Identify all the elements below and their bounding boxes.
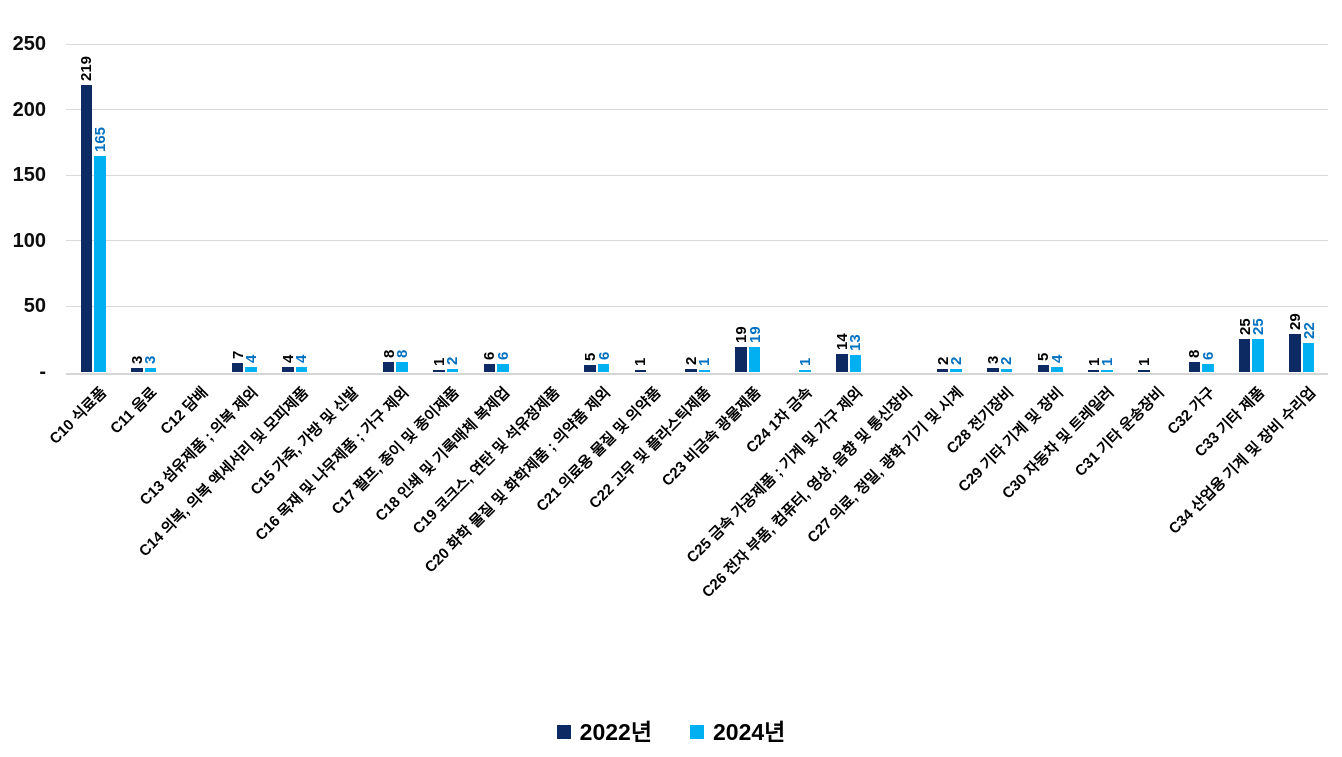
data-label-2024년-cat20: 1	[1099, 357, 1117, 366]
bar-2022년-cat0	[80, 85, 93, 372]
bar-2022년-cat10	[584, 365, 596, 372]
data-label-2024년-cat6: 8	[394, 349, 412, 358]
x-axis-label-cat1: C11 음료	[107, 384, 161, 438]
legend-label-2022: 2022년	[579, 719, 652, 745]
bar-2022년-cat11	[634, 370, 647, 372]
bar-2022년-cat15	[836, 354, 848, 372]
bar-2024년-cat20	[1101, 370, 1113, 372]
data-label-2024년-cat15: 13	[847, 334, 865, 351]
bar-2022년-cat13	[735, 347, 747, 372]
gridline-150	[66, 174, 1328, 176]
data-label-2024년-cat12: 1	[696, 357, 714, 366]
bar-2022년-cat7	[433, 370, 445, 372]
data-label-2022년-cat0: 219	[78, 55, 96, 81]
chart-legend: 2022년 2024년	[0, 718, 1342, 746]
gridline-200	[66, 109, 1328, 111]
data-label-2024년-cat19: 4	[1048, 354, 1066, 363]
bar-2022년-cat20	[1087, 370, 1100, 372]
bar-2022년-cat8	[483, 364, 496, 372]
bar-2022년-cat24	[1289, 334, 1301, 372]
y-axis-tick-200: 200	[12, 98, 46, 121]
bar-2024년-cat0	[94, 156, 106, 372]
data-label-2024년-cat17: 2	[948, 356, 966, 365]
bar-2024년-cat10	[597, 364, 610, 372]
data-label-2024년-cat10: 6	[595, 351, 613, 360]
data-label-2024년-cat1: 3	[142, 355, 160, 364]
legend-item-2024: 2024년	[690, 718, 785, 746]
y-axis-tick-250: 250	[12, 33, 46, 55]
bar-2024년-cat7	[446, 369, 459, 372]
bar-2022년-cat23	[1238, 339, 1251, 372]
x-axis-line	[66, 372, 1328, 375]
data-label-2024년-cat23: 25	[1250, 318, 1268, 335]
y-axis-tick-0: -	[39, 361, 46, 383]
bar-2022년-cat4	[282, 367, 294, 372]
bar-2022년-cat17	[936, 369, 949, 372]
y-axis-tick-100: 100	[12, 229, 46, 252]
legend-swatch-2022-icon	[556, 725, 571, 739]
bar-2022년-cat22	[1188, 362, 1201, 372]
bar-2024년-cat4	[295, 367, 308, 372]
bar-2024년-cat1	[144, 368, 157, 372]
bar-2024년-cat8	[497, 364, 509, 372]
legend-item-2022: 2022년	[556, 718, 652, 746]
bar-2022년-cat18	[987, 368, 999, 372]
bar-2024년-cat13	[748, 347, 761, 372]
data-label-2024년-cat7: 2	[444, 356, 462, 365]
x-axis-label-cat0: C10 식료품	[46, 384, 111, 448]
data-label-2024년-cat14: 1	[796, 357, 814, 366]
bar-2024년-cat15	[849, 355, 862, 372]
data-label-2022년-cat21: 1	[1135, 357, 1153, 366]
bar-2024년-cat22	[1202, 364, 1214, 372]
bar-2024년-cat24	[1302, 343, 1315, 372]
bar-2024년-cat12	[698, 370, 710, 372]
bar-2022년-cat6	[382, 362, 395, 372]
legend-label-2024: 2024년	[713, 719, 786, 745]
y-axis-tick-150: 150	[12, 164, 46, 187]
gridline-250	[66, 43, 1328, 45]
bar-2024년-cat14	[799, 370, 811, 372]
bar-2024년-cat18	[1000, 369, 1013, 372]
x-axis-label-cat10: C20 화학 물질 및 화학제품 ; 의약품 제외	[421, 384, 614, 577]
legend-swatch-2024-icon	[690, 725, 704, 739]
data-label-2024년-cat24: 22	[1300, 322, 1318, 339]
bar-2022년-cat21	[1138, 370, 1150, 372]
gridline-100	[66, 240, 1328, 242]
x-axis-label-cat21: C31 기타 운송장비	[1071, 384, 1168, 480]
data-label-2024년-cat13: 19	[746, 326, 764, 343]
data-label-2024년-cat4: 4	[293, 354, 311, 363]
bar-2024년-cat6	[396, 362, 408, 372]
bar-2022년-cat3	[231, 363, 244, 372]
bar-2022년-cat1	[131, 368, 143, 372]
data-label-2022년-cat11: 1	[632, 357, 650, 366]
bar-2024년-cat19	[1051, 367, 1063, 372]
data-label-2024년-cat18: 2	[998, 356, 1016, 365]
data-label-2024년-cat22: 6	[1199, 351, 1217, 360]
bar-2024년-cat3	[245, 367, 257, 372]
data-label-2024년-cat0: 165	[91, 126, 109, 152]
bar-2024년-cat23	[1252, 339, 1264, 372]
bar-2022년-cat12	[685, 369, 697, 372]
bar-2022년-cat19	[1037, 365, 1050, 372]
data-label-2024년-cat8: 6	[494, 351, 512, 360]
y-axis-tick-50: 50	[23, 295, 46, 318]
gridline-50	[66, 305, 1328, 307]
bar-2024년-cat17	[950, 369, 962, 372]
data-label-2024년-cat3: 4	[243, 354, 260, 363]
